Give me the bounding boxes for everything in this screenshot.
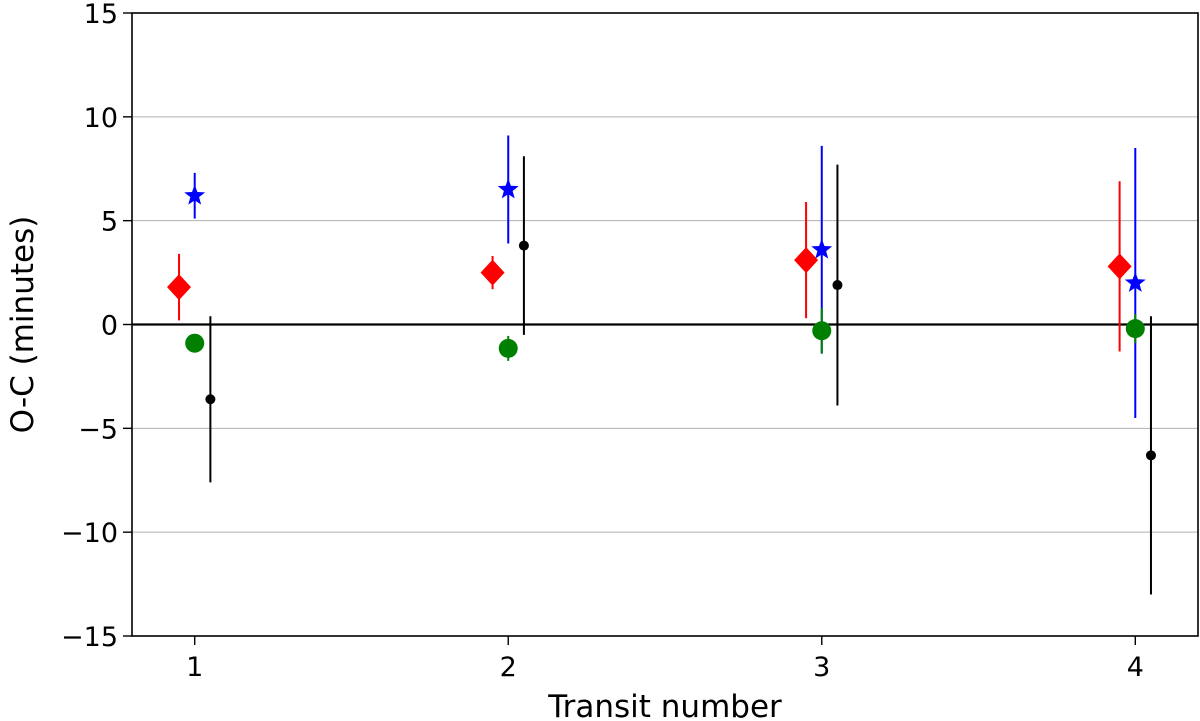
star-marker — [184, 184, 206, 205]
point-marker — [205, 394, 216, 405]
y-tick-label: −15 — [61, 622, 118, 653]
y-axis-label: O-C (minutes) — [5, 216, 41, 434]
point-marker — [518, 240, 529, 251]
diamond-marker — [794, 247, 819, 274]
x-tick-label: 3 — [813, 652, 830, 683]
star-marker — [811, 238, 833, 259]
x-tick-label: 1 — [186, 652, 203, 683]
axis-ticks: −15 −10 −5 0 5 10 15 1 2 3 4 — [61, 0, 1144, 683]
circle-marker — [812, 321, 832, 341]
series-star — [184, 135, 1146, 418]
x-axis-label: Transit number — [547, 689, 782, 721]
star-marker — [1124, 271, 1146, 292]
series-diamond — [167, 181, 1132, 352]
y-tick-label: −10 — [61, 518, 118, 549]
star-marker — [497, 178, 519, 199]
point-marker — [1145, 450, 1156, 461]
series-small-circle — [205, 156, 1156, 595]
x-tick-label: 2 — [500, 652, 517, 683]
circle-marker — [1125, 319, 1145, 339]
diamond-marker — [480, 259, 505, 286]
series-circle — [185, 307, 1145, 361]
y-tick-label: 5 — [101, 207, 118, 238]
y-tick-label: 10 — [84, 103, 118, 134]
x-tick-label: 4 — [1127, 652, 1144, 683]
diamond-marker — [1107, 253, 1132, 280]
y-tick-label: 0 — [101, 311, 118, 342]
circle-marker — [498, 338, 518, 358]
diamond-marker — [167, 274, 192, 301]
data-series — [167, 135, 1156, 595]
circle-marker — [185, 333, 205, 353]
y-tick-label: −5 — [78, 414, 118, 445]
y-tick-label: 15 — [84, 0, 118, 30]
point-marker — [832, 280, 843, 291]
